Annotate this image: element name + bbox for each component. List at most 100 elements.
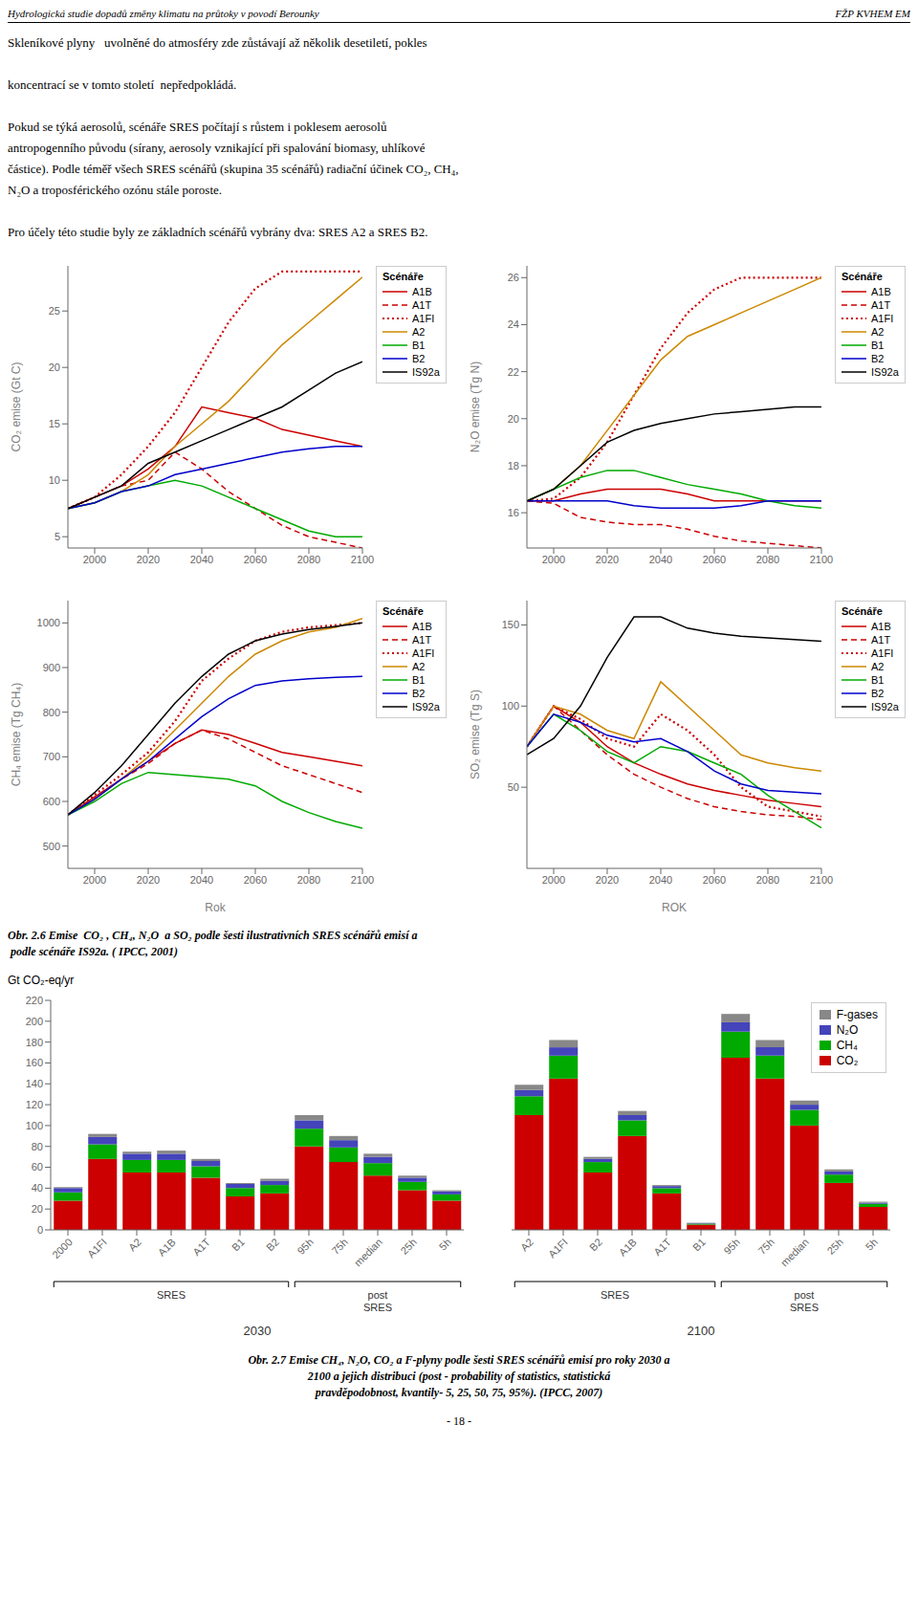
svg-text:2100: 2100 [687,1323,716,1338]
svg-text:A1FI: A1FI [546,1235,570,1260]
svg-text:2080: 2080 [297,874,321,886]
svg-text:2000: 2000 [542,553,566,566]
svg-text:SO₂ emise (Tg S): SO₂ emise (Tg S) [468,689,482,780]
svg-text:20: 20 [31,1202,44,1215]
svg-text:A1T: A1T [190,1235,213,1258]
svg-text:CH₄ emise (Tg CH₄): CH₄ emise (Tg CH₄) [9,682,23,787]
svg-text:120: 120 [25,1098,44,1111]
svg-text:95h: 95h [294,1235,315,1256]
svg-text:2060: 2060 [243,553,267,566]
svg-text:2100: 2100 [809,874,833,886]
svg-text:10: 10 [48,474,61,486]
svg-text:2100: 2100 [350,553,374,566]
svg-text:2060: 2060 [243,874,267,886]
svg-text:150: 150 [502,618,520,631]
svg-text:median: median [351,1235,385,1268]
html-text:N₂O: N₂O [836,1023,859,1037]
svg-text:2080: 2080 [756,553,780,566]
html-text:- 18 -: - 18 - [446,1414,472,1428]
svg-text:800: 800 [43,706,61,719]
svg-text:0: 0 [37,1224,44,1236]
svg-text:25: 25 [48,305,61,317]
svg-text:95h: 95h [721,1235,742,1256]
svg-text:A2: A2 [126,1235,144,1253]
svg-text:2040: 2040 [649,553,673,566]
svg-text:2020: 2020 [595,874,619,886]
svg-text:1000: 1000 [37,616,61,629]
svg-text:A2: A2 [518,1235,536,1253]
svg-text:50: 50 [507,781,520,793]
svg-text:A1B: A1B [616,1235,639,1258]
svg-text:26: 26 [507,271,520,284]
svg-text:postSRES: postSRES [789,1289,819,1313]
svg-text:2040: 2040 [190,553,214,566]
svg-text:75h: 75h [328,1235,350,1256]
svg-text:25h: 25h [397,1235,418,1256]
svg-text:20: 20 [507,413,520,425]
svg-text:B2: B2 [587,1235,605,1253]
svg-text:100: 100 [25,1119,44,1132]
svg-text:2060: 2060 [702,874,726,886]
svg-text:900: 900 [43,661,61,674]
svg-text:16: 16 [507,506,520,519]
svg-text:15: 15 [48,417,61,430]
svg-text:5: 5 [54,530,61,543]
svg-text:SRES: SRES [156,1289,186,1301]
svg-text:A1FI: A1FI [85,1235,110,1260]
svg-text:2020: 2020 [136,874,160,886]
svg-text:B1: B1 [690,1235,708,1253]
svg-text:2080: 2080 [297,553,321,566]
svg-text:100: 100 [502,699,520,712]
svg-text:2040: 2040 [649,874,673,886]
html-text:Skleníkové plyny uvolněné do a: Skleníkové plyny uvolněné do atmosféry z… [7,35,459,240]
svg-text:22: 22 [507,366,520,378]
svg-text:180: 180 [25,1036,44,1049]
svg-text:A1T: A1T [651,1235,674,1258]
svg-text:5h: 5h [863,1235,880,1252]
svg-text:2000: 2000 [542,874,566,886]
svg-text:Rok: Rok [204,900,226,915]
svg-text:20: 20 [48,361,61,373]
svg-text:SRES: SRES [600,1289,630,1301]
svg-text:2100: 2100 [809,553,833,566]
svg-text:220: 220 [25,994,44,1006]
svg-text:40: 40 [31,1181,44,1194]
html-text:Obr. 2.6 Emise CO₂ , CH₄, N₂O: Obr. 2.6 Emise CO₂ , CH₄, N₂O a SO₂ podl… [7,928,418,959]
svg-text:2000: 2000 [83,553,107,566]
svg-text:2080: 2080 [756,874,780,886]
svg-text:N₂O emise (Tg N): N₂O emise (Tg N) [468,361,482,453]
svg-text:200: 200 [25,1015,44,1028]
svg-text:2000: 2000 [49,1235,75,1261]
svg-text:2020: 2020 [136,553,160,566]
svg-text:160: 160 [25,1056,44,1069]
svg-text:140: 140 [25,1077,44,1090]
svg-text:18: 18 [507,459,520,472]
svg-text:2030: 2030 [243,1323,272,1338]
svg-text:postSRES: postSRES [363,1289,393,1313]
svg-text:700: 700 [43,750,61,763]
html-text:CH₄: CH₄ [836,1038,858,1052]
svg-text:B2: B2 [263,1235,282,1253]
svg-text:A1B: A1B [155,1235,178,1258]
svg-text:75h: 75h [755,1235,776,1256]
svg-text:2100: 2100 [350,874,374,886]
html-text:F-gases: F-gases [836,1007,878,1022]
svg-text:600: 600 [43,795,61,808]
svg-text:24: 24 [507,318,520,330]
html-text:Obr. 2.7 Emise CH₄, N₂O, CO₂ a: Obr. 2.7 Emise CH₄, N₂O, CO₂ a F-plyny p… [248,1353,670,1399]
svg-text:B1: B1 [229,1235,247,1253]
svg-text:2060: 2060 [702,553,726,566]
svg-text:CO₂ emise (Gt C): CO₂ emise (Gt C) [9,362,23,453]
svg-text:median: median [778,1235,811,1268]
svg-text:ROK: ROK [661,900,687,915]
svg-text:500: 500 [43,840,61,853]
svg-text:2020: 2020 [595,553,619,566]
svg-text:80: 80 [31,1140,44,1153]
svg-text:60: 60 [31,1160,44,1173]
html-text:CO₂: CO₂ [836,1053,859,1068]
svg-text:2040: 2040 [190,874,214,886]
html-text:Gt CO₂-eq/yr: Gt CO₂-eq/yr [7,973,74,987]
svg-text:2000: 2000 [83,874,107,886]
svg-text:25h: 25h [824,1235,845,1256]
svg-text:5h: 5h [437,1235,454,1252]
